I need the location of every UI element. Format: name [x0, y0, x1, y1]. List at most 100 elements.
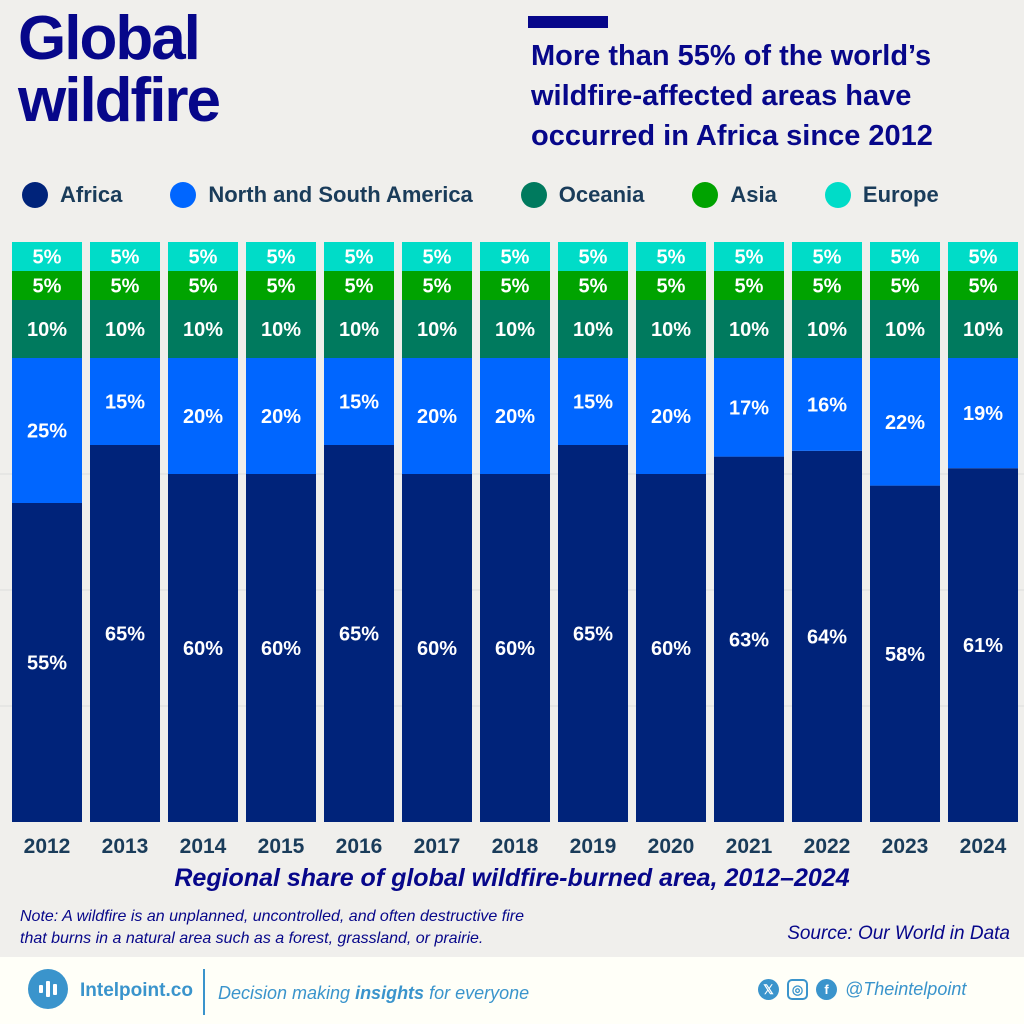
data-label: 5%	[813, 247, 842, 269]
data-label: 22%	[885, 412, 925, 434]
x-icon[interactable]: 𝕏	[758, 979, 779, 1000]
bar-segment	[168, 474, 238, 822]
data-label: 10%	[27, 319, 67, 341]
data-label: 61%	[963, 635, 1003, 657]
bar-segment	[870, 485, 940, 822]
bar-segment	[246, 242, 316, 271]
data-label: 5%	[579, 247, 608, 269]
accent-bar	[528, 16, 608, 28]
data-label: 10%	[963, 319, 1003, 341]
bar-segment	[558, 445, 628, 822]
tagline: Decision making insights for everyone	[218, 983, 529, 1004]
data-label: 10%	[183, 319, 223, 341]
data-label: 15%	[573, 392, 613, 414]
data-label: 20%	[417, 406, 457, 428]
bar-segment	[90, 445, 160, 822]
data-label: 10%	[651, 319, 691, 341]
bar-segment	[402, 300, 472, 358]
tagline-text: Decision making	[218, 983, 356, 1003]
social-handle[interactable]: @Theintelpoint	[845, 979, 967, 999]
data-label: 5%	[891, 247, 920, 269]
note-line: that burns in a natural area such as a f…	[20, 930, 484, 947]
bar-segment	[714, 271, 784, 300]
bar-segment	[870, 358, 940, 486]
legend-item: Oceania	[520, 182, 644, 208]
brand-link[interactable]: Intelpoint.co	[80, 980, 193, 1001]
legend-item: Europe	[824, 182, 939, 208]
data-label: 5%	[891, 276, 920, 298]
bar-segment	[324, 271, 394, 300]
bar-segment	[636, 242, 706, 271]
bar-segment	[246, 271, 316, 300]
data-label: 55%	[27, 653, 67, 675]
bar-segment	[168, 242, 238, 271]
data-label: 60%	[261, 638, 301, 660]
bar-segment	[12, 271, 82, 300]
legend-swatch	[824, 182, 851, 208]
bar-segment	[480, 242, 550, 271]
bar-segment	[480, 300, 550, 358]
source: Source: Our World in Data	[787, 923, 1010, 944]
subtitle-line: More than 55% of the world’s	[531, 40, 932, 72]
social-links: 𝕏 ◎ f @Theintelpoint	[758, 979, 966, 1000]
data-label: 5%	[423, 247, 452, 269]
data-label: 5%	[423, 276, 452, 298]
bar-segment	[90, 271, 160, 300]
logo-icon	[28, 969, 68, 1009]
bar-segment	[480, 358, 550, 474]
legend-swatch	[692, 182, 719, 208]
legend-label: North and South America	[208, 182, 473, 207]
bar-segment	[402, 242, 472, 271]
bar-segment	[558, 300, 628, 358]
bar-segment	[324, 445, 394, 822]
divider	[203, 969, 205, 1015]
bar-segment	[402, 474, 472, 822]
legend-label: Europe	[862, 182, 939, 207]
bar-segment	[558, 271, 628, 300]
x-tick-label: 2020	[648, 835, 695, 858]
bar-segment	[714, 456, 784, 822]
bar-segment	[168, 300, 238, 358]
bar-segment	[324, 300, 394, 358]
bar-segment	[12, 300, 82, 358]
data-label: 65%	[573, 624, 613, 646]
bar-segment	[792, 300, 862, 358]
bar-segment	[12, 358, 82, 503]
bar-segment	[168, 271, 238, 300]
bar-segment	[402, 271, 472, 300]
x-tick-label: 2017	[414, 835, 461, 858]
legend-swatch	[22, 182, 48, 208]
subtitle-line: wildfire-affected areas have	[531, 80, 912, 112]
footer: Intelpoint.co Decision making insights f…	[0, 957, 1024, 1024]
tagline-text: for everyone	[424, 983, 530, 1003]
bar-segment	[636, 358, 706, 474]
stacked-bar-chart: 55% 25% 10% 5% 5% 2012 65% 15% 10% 5% 5% 2013 60% 20%…	[0, 242, 1024, 858]
bar-segment	[948, 468, 1018, 822]
x-tick-label: 2015	[258, 835, 305, 858]
data-label: 5%	[813, 276, 842, 298]
bar-segment	[402, 358, 472, 474]
instagram-icon[interactable]: ◎	[787, 979, 808, 1000]
bar-segment	[246, 474, 316, 822]
facebook-icon[interactable]: f	[816, 979, 837, 1000]
bar-segment	[870, 300, 940, 358]
legend-item: North and South America	[170, 182, 473, 208]
bar-segment	[324, 358, 394, 445]
data-label: 10%	[105, 319, 145, 341]
data-label: 5%	[501, 276, 530, 298]
data-label: 5%	[33, 247, 62, 269]
data-label: 65%	[105, 624, 145, 646]
data-label: 5%	[111, 247, 140, 269]
bar-segment	[792, 358, 862, 451]
tagline-bold: insights	[355, 983, 425, 1003]
note: Note: A wildfire is an unplanned, uncont…	[20, 906, 524, 950]
bar-segment	[636, 271, 706, 300]
subtitle-line: occurred in Africa since 2012	[531, 120, 933, 152]
bar-segment	[948, 358, 1018, 469]
title-line: Global	[18, 4, 201, 73]
x-tick-label: 2023	[882, 835, 929, 858]
data-label: 10%	[885, 319, 925, 341]
x-tick-label: 2014	[180, 835, 227, 858]
bar-segment	[480, 474, 550, 822]
data-label: 20%	[183, 406, 223, 428]
